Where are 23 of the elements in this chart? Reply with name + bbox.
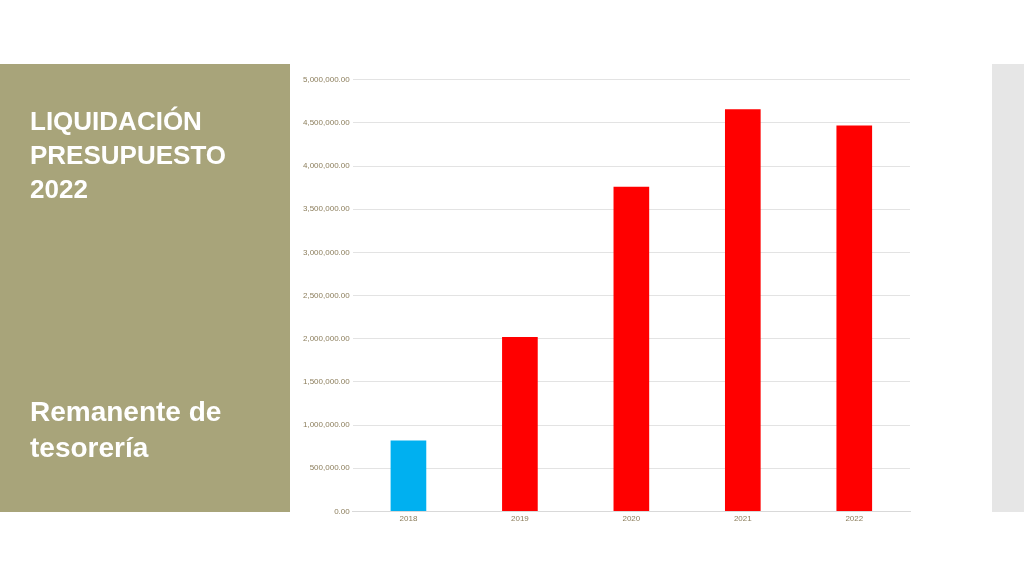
y-tick-label: 3,500,000.00	[302, 204, 351, 214]
bar	[836, 125, 873, 511]
bar	[390, 440, 427, 511]
x-tick-label: 2018	[399, 514, 418, 524]
x-tick-label: 2022	[845, 514, 864, 524]
y-tick-label: 2,000,000.00	[302, 333, 351, 343]
y-tick-label: 3,000,000.00	[302, 247, 351, 257]
y-tick-label: 1,500,000.00	[302, 377, 351, 387]
bar	[502, 337, 538, 511]
x-tick-label: 2019	[511, 514, 530, 524]
y-tick-label: 5,000,000.00	[302, 75, 351, 84]
x-tick-label: 2021	[733, 514, 753, 524]
y-tick-label: 4,500,000.00	[302, 118, 351, 128]
y-tick-label: 2,500,000.00	[302, 290, 351, 300]
bar	[724, 109, 761, 511]
y-tick-label: 4,000,000.00	[302, 161, 351, 171]
text: Remanente de tesorería	[30, 395, 223, 465]
y-tick-label: 1,000,000.00	[302, 420, 351, 430]
bar	[613, 186, 650, 511]
y-tick-label: 0.00	[334, 506, 351, 516]
text: LIQUIDACIÓN PRESUPUESTO 2022	[30, 105, 227, 206]
x-tick-label: 2020	[622, 514, 641, 524]
y-tick-label: 500,000.00	[309, 463, 351, 473]
